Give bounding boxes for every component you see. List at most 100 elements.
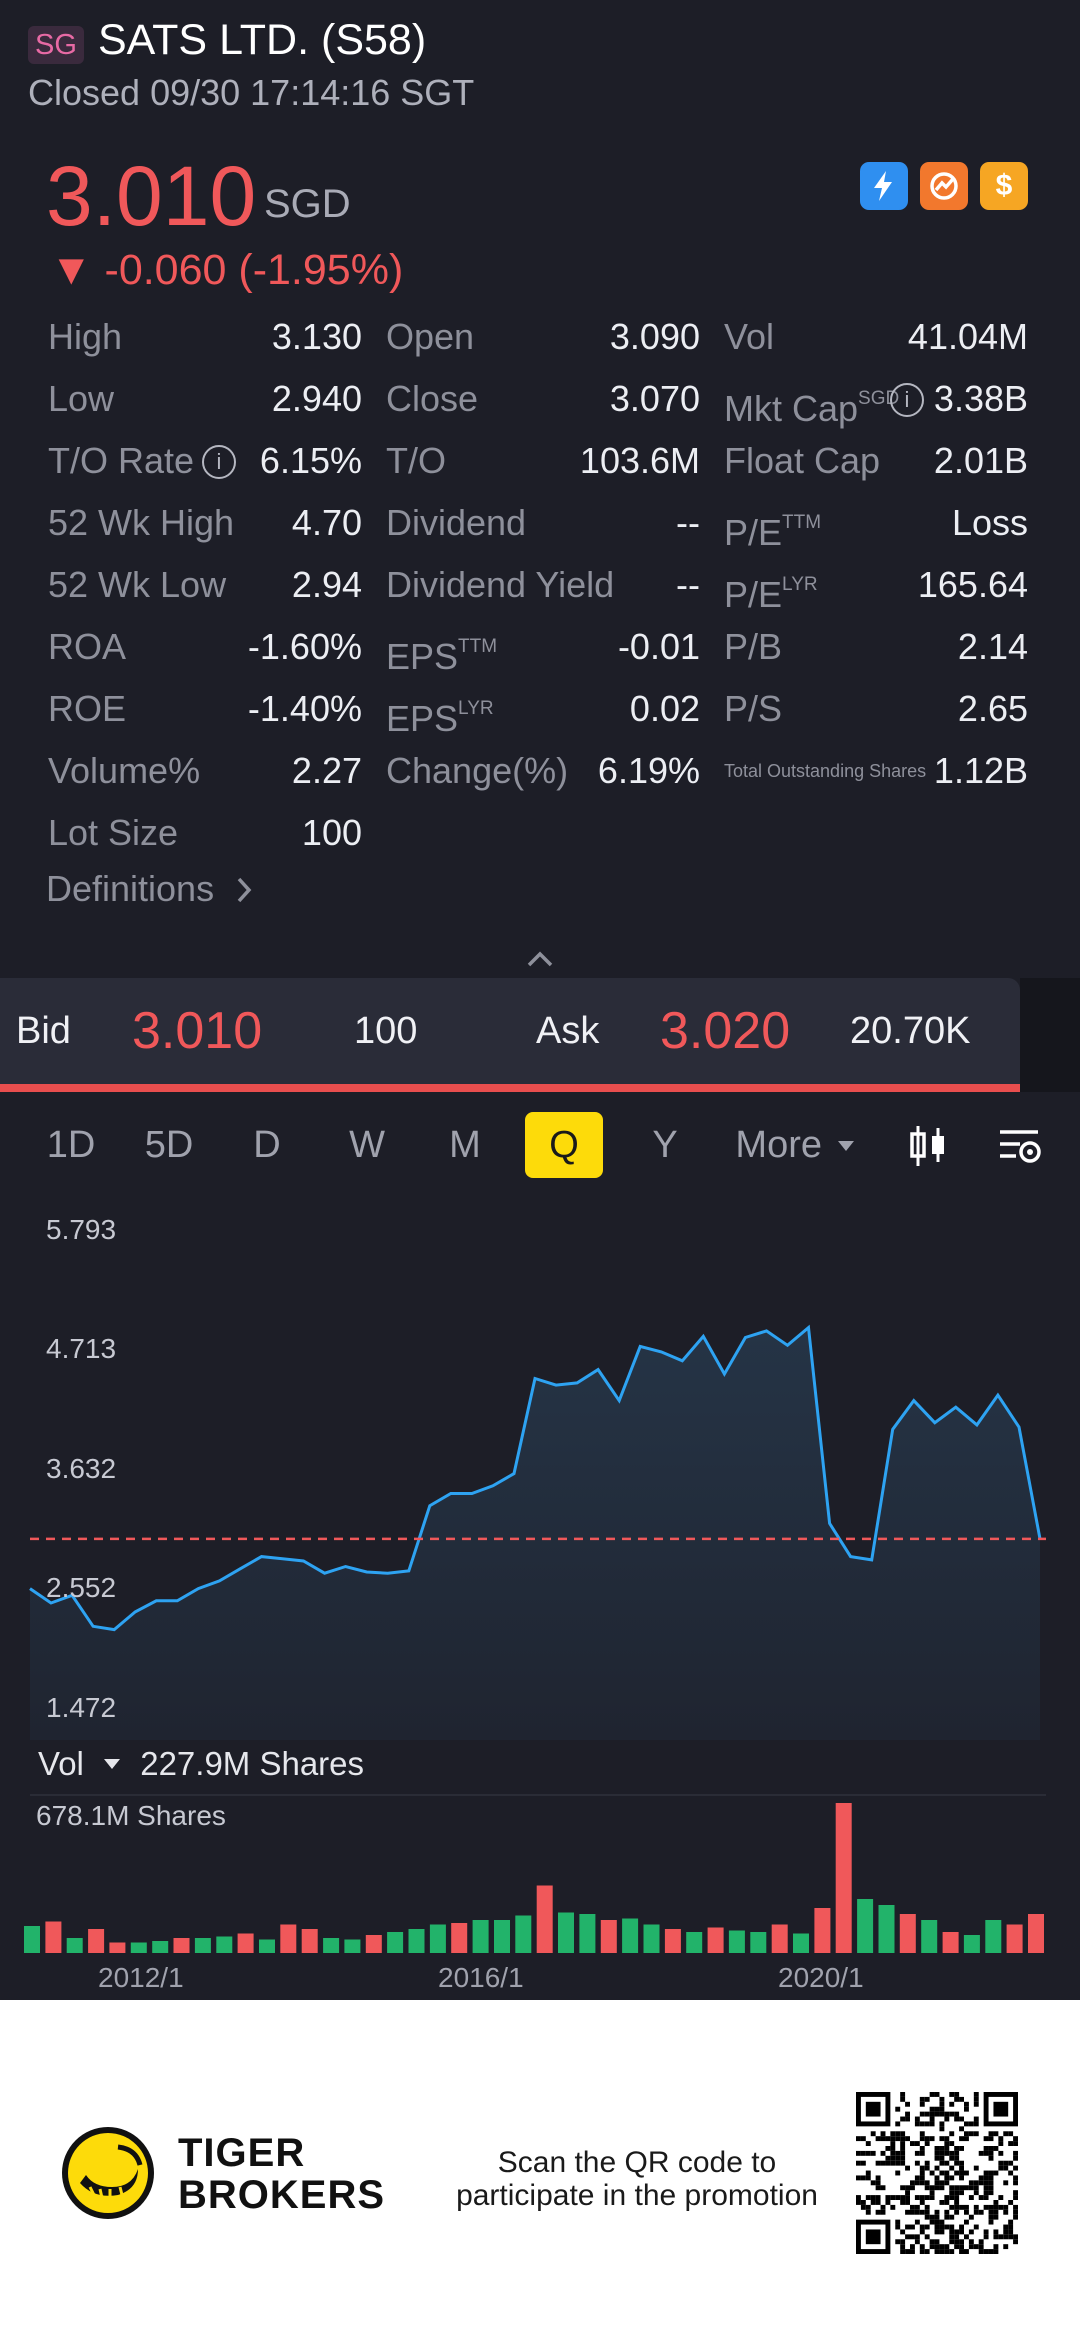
- eps-ttm-sup: TTM: [458, 636, 498, 657]
- floatcap-value: 2.01B: [933, 440, 1028, 481]
- price-line: [29, 1324, 1042, 1632]
- wkhigh-label: 52 Wk High: [48, 502, 235, 543]
- divyield-label: Dividend Yield: [386, 564, 615, 605]
- roa-value: -1.60%: [247, 626, 362, 667]
- pb-label: P/B: [724, 626, 783, 667]
- eps-ttm-label-text: EPS: [386, 636, 459, 677]
- volume-bar: [365, 1935, 382, 1953]
- changepct-value: 6.19%: [597, 750, 700, 791]
- market-badge: SG: [28, 26, 84, 64]
- info-icon[interactable]: i: [202, 436, 236, 498]
- roe-label: ROE: [48, 688, 127, 729]
- y-tick: 4.713: [46, 1333, 117, 1364]
- dividend-value: --: [676, 502, 700, 543]
- tos-value: 1.12B: [933, 750, 1028, 791]
- wklow-label: 52 Wk Low: [48, 564, 227, 605]
- tab-w[interactable]: W: [349, 1124, 385, 1166]
- info-icon[interactable]: i: [890, 374, 924, 436]
- chevron-right-icon: [237, 877, 252, 903]
- low-label: Low: [48, 378, 115, 419]
- chevron-up-icon[interactable]: [526, 945, 554, 973]
- stats-row: High 3.130 Open 3.090 Vol 41.04M: [0, 312, 1080, 374]
- volume-bar: [1006, 1924, 1023, 1953]
- divyield-value: --: [676, 564, 700, 605]
- to-value: 103.6M: [579, 440, 700, 481]
- volume-bar: [387, 1932, 404, 1953]
- volpct-value: 2.27: [291, 750, 362, 791]
- stats-row: ROE -1.40% EPSLYR 0.02 P/S 2.65: [0, 684, 1080, 746]
- pe-lyr-label: P/ELYR: [724, 560, 818, 622]
- volume-bar: [280, 1924, 297, 1953]
- tab-q[interactable]: Q: [525, 1112, 603, 1178]
- feature-badges: $: [860, 162, 1028, 210]
- wkhigh-value: 4.70: [291, 502, 362, 543]
- mktcap-label-text: Mkt Cap: [724, 388, 859, 429]
- roa-label: ROA: [48, 626, 127, 667]
- tab-1d[interactable]: 1D: [46, 1124, 96, 1166]
- definitions-link[interactable]: Definitions: [46, 868, 256, 910]
- ask-price: 3.020: [660, 1002, 791, 1060]
- pe-ttm-label: P/ETTM: [724, 498, 821, 560]
- eps-lyr-value: 0.02: [629, 688, 700, 729]
- lot-label: Lot Size: [48, 812, 179, 853]
- close-label: Close: [386, 378, 479, 419]
- candlestick-icon[interactable]: [904, 1122, 952, 1170]
- volume-bar: [109, 1942, 126, 1953]
- high-value: 3.130: [271, 316, 362, 357]
- volume-current: 227.9M Shares: [140, 1745, 365, 1782]
- tab-more-label: More: [735, 1124, 822, 1166]
- tos-label: Total Outstanding Shares: [724, 761, 927, 781]
- pe-lyr-sup: LYR: [782, 574, 818, 595]
- volume-bar: [835, 1803, 852, 1953]
- tab-more[interactable]: More: [730, 1112, 860, 1178]
- volume-bar: [793, 1933, 809, 1953]
- torate-label: T/O Rate: [48, 440, 195, 481]
- volume-bar: [24, 1926, 40, 1953]
- stats-row: ROA -1.60% EPSTTM -0.01 P/B 2.14: [0, 622, 1080, 684]
- pe-lyr-value: 165.64: [917, 564, 1028, 605]
- volume-bar: [130, 1942, 147, 1953]
- ask-qty: 20.70K: [850, 1010, 971, 1052]
- dollar-icon[interactable]: $: [980, 162, 1028, 210]
- high-label: High: [48, 316, 123, 357]
- volume-bar: [429, 1924, 446, 1953]
- volume-bar: [963, 1935, 980, 1953]
- vol-value: 41.04M: [907, 316, 1028, 357]
- torate-value: 6.15%: [259, 440, 362, 481]
- price-area: [30, 1327, 1040, 1740]
- open-label: Open: [386, 316, 475, 357]
- indicator-settings-icon[interactable]: [996, 1122, 1044, 1170]
- volume-bar: [301, 1929, 318, 1953]
- volume-bar: [579, 1914, 596, 1953]
- volume-bar: [66, 1938, 83, 1953]
- trade-icon[interactable]: [920, 162, 968, 210]
- volume-bar: [88, 1929, 105, 1953]
- to-label: T/O: [386, 440, 446, 481]
- volume-indicator-selector[interactable]: Vol 227.9M Shares: [38, 1745, 364, 1783]
- eps-ttm-label: EPSTTM: [386, 622, 497, 684]
- tab-5d[interactable]: 5D: [144, 1124, 194, 1166]
- pb-value: 2.14: [957, 626, 1028, 667]
- mktcap-currency-sup: SGD: [858, 388, 900, 409]
- volume-bar: [643, 1924, 660, 1953]
- tab-d[interactable]: D: [253, 1124, 281, 1166]
- lightning-level1-icon[interactable]: [860, 162, 908, 210]
- promo-footer: TIGER BROKERS Scan the QR code to partic…: [0, 2000, 1080, 2346]
- dividend-label: Dividend: [386, 502, 527, 543]
- volume-bar: [1028, 1914, 1044, 1953]
- roe-value: -1.40%: [247, 688, 362, 729]
- tab-m[interactable]: M: [449, 1124, 481, 1166]
- market-status: Closed 09/30 17:14:16 SGT: [28, 72, 475, 113]
- ask-label: Ask: [536, 1010, 600, 1052]
- y-tick: 2.552: [46, 1572, 117, 1603]
- volume-bar: [878, 1905, 895, 1953]
- pe-lyr-label-text: P/E: [724, 574, 783, 615]
- volume-bar: [494, 1920, 510, 1953]
- tab-y[interactable]: Y: [652, 1124, 678, 1166]
- volume-max-label: 678.1M Shares: [36, 1800, 226, 1831]
- stock-title[interactable]: SATS LTD. (S58): [98, 16, 427, 64]
- bid-ask-bar[interactable]: Bid 3.010 100 Ask 3.020 20.70K: [0, 978, 1020, 1092]
- price-chart[interactable]: [0, 0, 1080, 2000]
- promo-line-1: Scan the QR code to: [497, 2146, 777, 2179]
- x-tick: 2020/1: [778, 1962, 864, 1993]
